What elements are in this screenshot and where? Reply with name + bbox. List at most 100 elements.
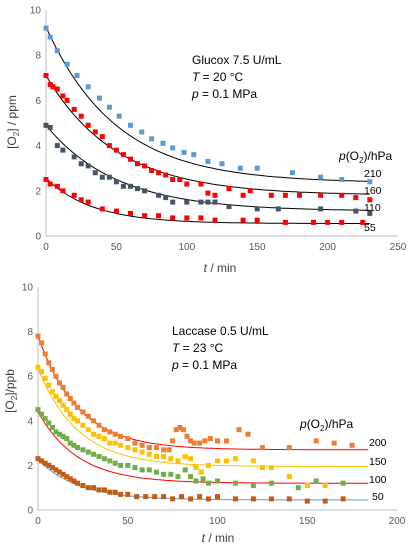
marker-55: [212, 217, 218, 223]
y-tick-label: 6: [35, 96, 41, 107]
y-tick-label: 2: [27, 461, 33, 472]
marker-100: [96, 454, 102, 459]
marker-210: [64, 61, 70, 67]
marker-50: [60, 471, 66, 477]
marker-150: [322, 483, 328, 488]
chart-glucox-annotation: Glucox 7.5 U/mL T = 20 °C p = 0.1 MPa: [191, 53, 282, 101]
marker-200: [286, 445, 292, 451]
marker-100: [49, 425, 55, 430]
marker-50: [71, 478, 77, 484]
marker-55: [170, 215, 176, 221]
marker-200: [60, 384, 66, 390]
marker-50: [340, 496, 346, 502]
marker-50: [304, 498, 310, 504]
x-tick-label: 50: [111, 242, 123, 253]
marker-200: [180, 427, 186, 433]
marker-100: [101, 456, 107, 462]
chart-glucox-temperature-label: T = 20 °C: [192, 70, 244, 84]
marker-210: [181, 149, 187, 155]
chart-glucox-axes: [45, 10, 398, 237]
marker-50: [75, 480, 80, 486]
marker-50: [118, 491, 124, 497]
marker-210: [106, 104, 112, 110]
x-tick-label: 50: [122, 516, 134, 527]
marker-100: [132, 465, 138, 471]
marker-210: [191, 152, 197, 158]
marker-110: [43, 122, 49, 128]
marker-110: [128, 183, 133, 189]
marker-110: [184, 199, 190, 205]
fit-curve-210: [45, 26, 370, 182]
marker-160: [198, 181, 204, 187]
marker-210: [289, 170, 295, 176]
marker-100: [53, 429, 59, 435]
marker-200: [49, 367, 55, 372]
marker-110: [156, 192, 162, 198]
marker-160: [64, 97, 70, 103]
marker-110: [120, 183, 126, 189]
marker-110: [135, 186, 140, 191]
marker-210: [254, 165, 260, 171]
marker-110: [99, 174, 105, 180]
marker-55: [198, 215, 204, 221]
x-tick-label: 0: [35, 516, 41, 527]
marker-150: [188, 456, 194, 462]
marker-100: [200, 476, 206, 482]
marker-55: [282, 219, 288, 225]
y-tick-label: 0: [35, 232, 41, 243]
marker-50: [215, 494, 220, 500]
marker-160: [106, 143, 112, 149]
marker-200: [349, 442, 355, 448]
marker-160: [184, 181, 190, 187]
marker-150: [154, 454, 159, 459]
marker-210: [149, 136, 155, 142]
marker-50: [188, 496, 194, 502]
marker-55: [325, 219, 331, 225]
marker-160: [282, 192, 288, 198]
marker-200: [161, 447, 167, 453]
marker-150: [96, 433, 102, 439]
marker-100: [175, 474, 181, 480]
chart-glucox: 0 50 100 150 200 250 0 2 4 6 8 10 t / min [O2] / pp…: [5, 6, 407, 276]
marker-100: [146, 467, 152, 473]
marker-50: [179, 494, 185, 500]
marker-150: [250, 458, 256, 464]
marker-160: [212, 192, 218, 198]
marker-50: [152, 494, 158, 500]
marker-150: [71, 416, 77, 422]
marker-100: [35, 407, 41, 413]
marker-150: [80, 422, 86, 428]
marker-55: [43, 177, 49, 182]
x-tick-label: 100: [209, 516, 226, 527]
marker-50: [67, 476, 73, 482]
marker-55: [60, 188, 66, 194]
marker-55: [240, 217, 246, 223]
marker-160: [149, 168, 155, 173]
marker-50: [101, 487, 107, 493]
marker-160: [156, 170, 162, 176]
marker-50: [268, 496, 274, 502]
chart-glucox-legend-title: p(O2)/hPa: [338, 149, 392, 165]
marker-100: [295, 485, 301, 491]
marker-200: [53, 373, 59, 379]
y-tick-label: 0: [27, 506, 33, 517]
marker-150: [42, 375, 48, 381]
marker-160: [47, 82, 53, 88]
marker-110: [71, 154, 77, 160]
marker-110: [170, 199, 176, 205]
series-label-200: 200: [369, 437, 387, 449]
marker-110: [254, 206, 260, 212]
marker-150: [215, 458, 220, 464]
marker-100: [42, 416, 48, 422]
marker-210: [205, 158, 211, 164]
marker-100: [71, 442, 77, 448]
marker-200: [64, 391, 70, 397]
marker-55: [184, 215, 190, 221]
marker-200: [166, 447, 172, 453]
marker-55: [128, 210, 133, 216]
marker-100: [125, 462, 131, 468]
marker-150: [107, 440, 113, 446]
chart-laccase-legend-title: p(O2)/hPa: [299, 417, 353, 433]
marker-100: [154, 469, 159, 475]
marker-160: [205, 190, 211, 196]
